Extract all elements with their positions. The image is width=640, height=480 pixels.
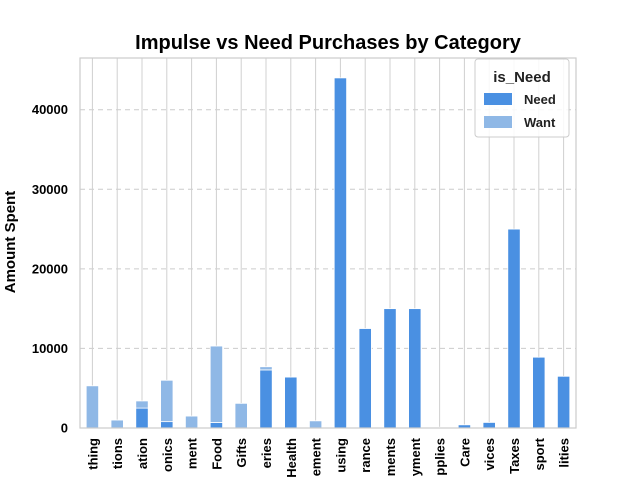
- x-tick-label: ment: [185, 437, 200, 469]
- y-tick-label: 30000: [32, 182, 68, 197]
- legend-swatch-need: [484, 93, 512, 105]
- x-tick-label: sport: [532, 437, 547, 470]
- bars: [85, 77, 571, 429]
- bar-need: [358, 328, 372, 429]
- bar-need: [532, 356, 546, 429]
- bar-need: [557, 375, 571, 429]
- bar-need: [383, 308, 397, 429]
- x-tick-label: rance: [358, 438, 373, 473]
- bar-want: [85, 385, 99, 429]
- bar-need: [135, 407, 149, 429]
- bar-want: [308, 420, 323, 429]
- bar-need: [209, 422, 223, 429]
- bar-need: [160, 421, 174, 429]
- y-tick-label: 40000: [32, 102, 68, 117]
- bar-want: [160, 379, 174, 423]
- x-tick-label: yment: [408, 437, 423, 476]
- x-tick-label: ation: [135, 438, 150, 469]
- bar-want: [184, 415, 199, 429]
- bar-need: [284, 376, 298, 429]
- bar-need: [259, 369, 273, 429]
- legend-label-need: Need: [524, 92, 556, 107]
- x-tick-labels: thing tions ation onics ment Food Gifts eries He…: [85, 437, 571, 477]
- bar-want: [259, 366, 273, 371]
- bar-want: [234, 402, 248, 429]
- x-tick-label: pplies: [433, 438, 448, 476]
- x-tick-label: vices: [482, 438, 497, 471]
- legend-swatch-want: [484, 116, 512, 128]
- x-tick-label: tions: [110, 438, 125, 469]
- bar-need: [333, 77, 348, 429]
- x-tick-label: ments: [383, 438, 398, 476]
- x-tick-label: lities: [557, 438, 572, 468]
- x-tick-label: using: [333, 438, 348, 473]
- bar-want: [135, 400, 149, 409]
- x-tick-label: Gifts: [234, 438, 249, 468]
- plot-frame: [79, 57, 577, 429]
- x-tick-label: ement: [309, 437, 324, 476]
- bar-need: [507, 228, 521, 429]
- x-tick-label: Health: [284, 438, 299, 478]
- x-tick-label: Care: [457, 438, 472, 467]
- x-tick-label: Taxes: [507, 438, 522, 474]
- bar-want: [110, 419, 124, 429]
- y-tick-labels: 0 10000 20000 30000 40000: [32, 102, 68, 435]
- y-tick-label: 10000: [32, 341, 68, 356]
- chart-title: Impulse vs Need Purchases by Category: [135, 32, 522, 54]
- legend: is_Need Need Want: [474, 58, 570, 138]
- legend-label-want: Want: [524, 115, 556, 130]
- x-tick-label: Food: [209, 438, 224, 470]
- x-tick-label: onics: [160, 438, 175, 472]
- x-tick-label: eries: [259, 438, 274, 468]
- legend-title: is_Need: [493, 69, 551, 86]
- y-axis-label: Amount Spent: [2, 191, 19, 294]
- bar-need: [482, 422, 496, 429]
- x-tick-label: thing: [85, 438, 100, 470]
- bar-need: [408, 308, 422, 429]
- y-tick-label: 20000: [32, 261, 68, 276]
- bar-want: [209, 345, 223, 423]
- y-tick-label: 0: [61, 421, 68, 436]
